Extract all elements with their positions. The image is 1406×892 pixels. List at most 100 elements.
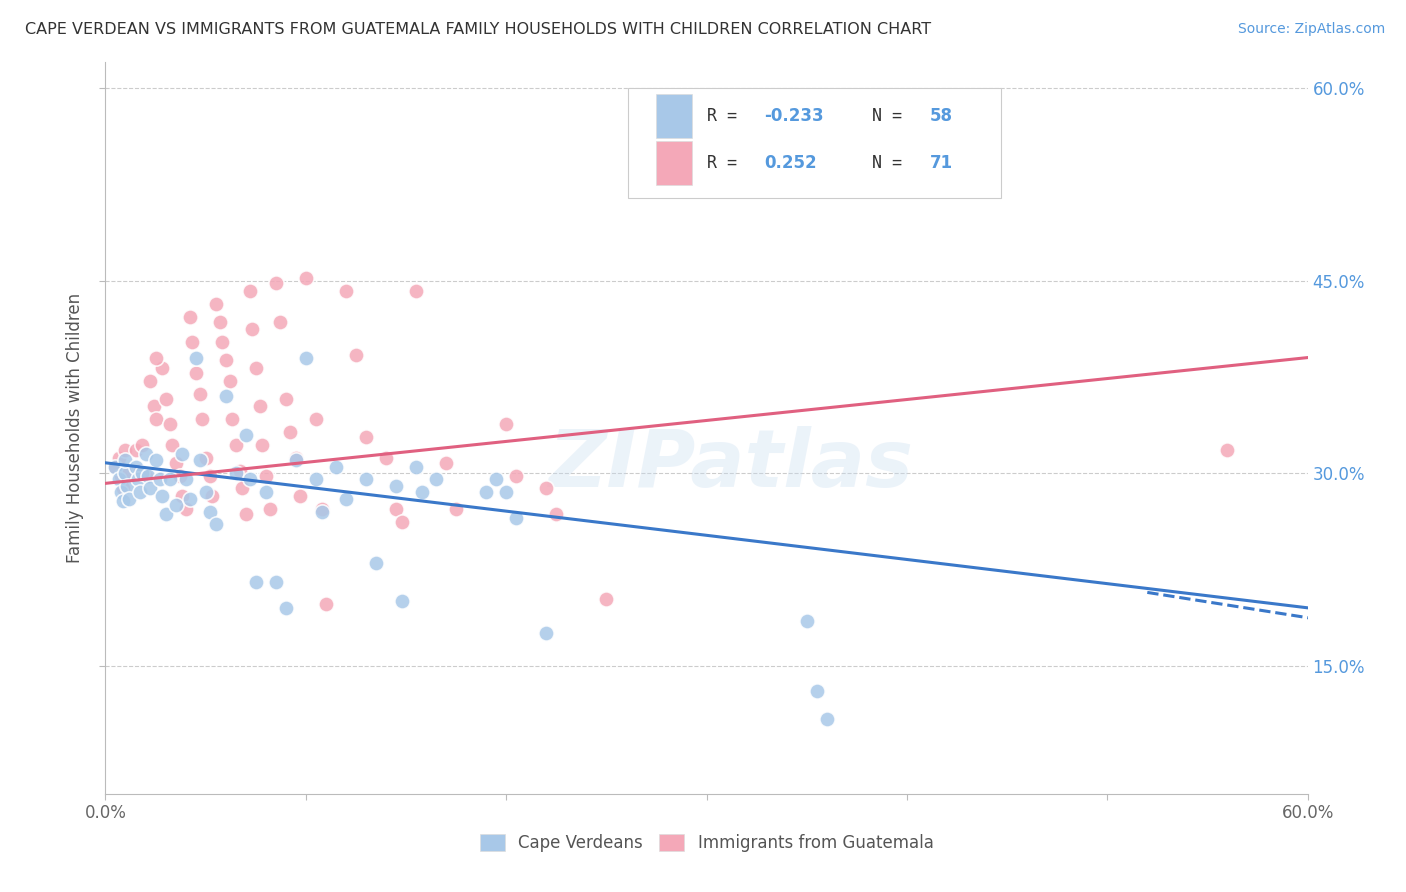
Point (124, 442, 146, 457)
Point (170, 489, 193, 503)
Point (114, 466, 136, 480)
Point (335, 491, 357, 506)
Point (145, 453, 167, 467)
Point (815, 713, 838, 727)
Point (221, 412, 243, 426)
FancyBboxPatch shape (657, 94, 692, 137)
Point (444, 502, 467, 516)
Point (169, 468, 191, 483)
Point (204, 517, 226, 532)
Point (174, 502, 197, 516)
Point (145, 351, 167, 365)
Point (534, 626, 557, 640)
Point (128, 463, 150, 477)
Text: 0.252: 0.252 (765, 153, 817, 172)
Point (278, 425, 301, 439)
Point (250, 438, 273, 452)
Point (239, 473, 262, 487)
Point (385, 502, 408, 516)
Point (274, 392, 297, 406)
Point (104, 459, 127, 474)
Point (235, 427, 257, 442)
Point (534, 482, 557, 496)
Point (405, 459, 427, 474)
Point (198, 505, 221, 519)
Text: ZIPatlas: ZIPatlas (548, 425, 912, 504)
Point (374, 450, 398, 465)
Point (475, 485, 498, 500)
Point (174, 473, 197, 487)
Point (112, 482, 135, 496)
Point (411, 485, 433, 500)
Text: 71: 71 (931, 153, 953, 172)
Point (145, 412, 167, 426)
Point (344, 348, 367, 362)
Text: 58: 58 (931, 107, 953, 125)
Point (264, 276, 287, 290)
Point (796, 614, 818, 628)
Point (284, 453, 307, 467)
Point (385, 479, 408, 493)
Point (110, 468, 132, 483)
Point (131, 438, 153, 452)
Point (305, 473, 328, 487)
Point (354, 473, 377, 487)
Point (117, 479, 139, 493)
Point (495, 417, 517, 432)
Point (225, 438, 247, 452)
Text: -0.233: -0.233 (765, 107, 824, 125)
Point (194, 485, 217, 500)
Point (425, 473, 447, 487)
Point (114, 442, 136, 457)
FancyBboxPatch shape (657, 141, 692, 185)
Point (391, 594, 413, 608)
Point (254, 468, 277, 483)
Point (269, 315, 291, 329)
Point (108, 473, 131, 487)
Point (546, 507, 568, 521)
Point (201, 489, 224, 503)
Point (295, 351, 318, 365)
Point (274, 600, 297, 615)
Point (391, 515, 413, 529)
Point (211, 335, 233, 350)
Point (325, 459, 347, 474)
Point (124, 459, 146, 474)
Point (194, 450, 217, 465)
Legend: Cape Verdeans, Immigrants from Guatemala: Cape Verdeans, Immigrants from Guatemala (472, 827, 941, 859)
Point (128, 485, 150, 500)
Point (254, 485, 277, 500)
Point (190, 412, 212, 426)
Point (354, 430, 377, 444)
Point (495, 485, 517, 500)
Point (485, 473, 508, 487)
Point (188, 386, 211, 401)
Point (159, 417, 181, 432)
Point (118, 463, 141, 477)
Point (245, 360, 267, 375)
Point (335, 284, 357, 298)
Point (131, 466, 153, 480)
Text: CAPE VERDEAN VS IMMIGRANTS FROM GUATEMALA FAMILY HOUSEHOLDS WITH CHILDREN CORREL: CAPE VERDEAN VS IMMIGRANTS FROM GUATEMAL… (25, 22, 931, 37)
Text: N =: N = (872, 153, 912, 172)
Point (184, 366, 207, 380)
Point (114, 453, 136, 467)
Point (214, 389, 236, 403)
Point (165, 456, 187, 470)
Text: R =: R = (707, 107, 747, 125)
Point (434, 456, 457, 470)
Point (180, 335, 202, 350)
Point (405, 284, 427, 298)
Text: Source: ZipAtlas.com: Source: ZipAtlas.com (1237, 22, 1385, 37)
Point (179, 491, 201, 506)
Point (204, 296, 226, 310)
Point (208, 315, 231, 329)
Point (595, 591, 617, 606)
Point (1216, 442, 1239, 457)
Point (505, 511, 527, 525)
Point (311, 505, 333, 519)
Point (240, 322, 263, 336)
Point (160, 438, 183, 452)
Point (159, 473, 181, 487)
Point (198, 468, 221, 483)
